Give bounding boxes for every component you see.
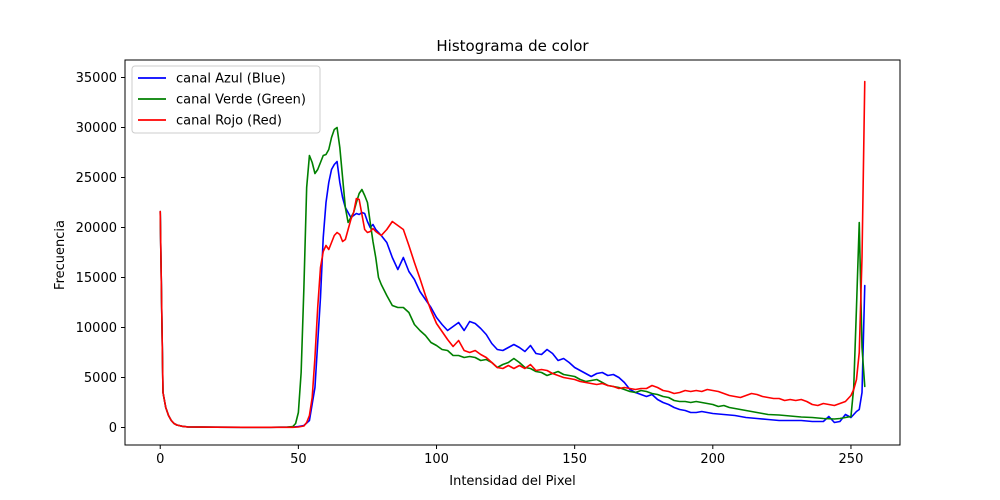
legend-box <box>131 65 321 134</box>
y-tick-label: 25000 <box>76 171 117 186</box>
plot-area: 0 50 100 150 200 250 0 5000 10000 15000 20000 25000… <box>76 59 901 467</box>
y-tick-label: 30000 <box>76 121 117 136</box>
series-line-3 <box>159 80 866 429</box>
x-tick-label: 250 <box>839 452 864 467</box>
legend-label: canal Rojo (Red) <box>176 114 282 129</box>
y-tick-label: 15000 <box>76 271 117 286</box>
series-line-1 <box>159 160 866 429</box>
legend-label: canal Azul (Blue) <box>176 72 286 87</box>
x-tick-label: 0 <box>156 452 164 467</box>
chart-title: Histograma de color <box>436 37 589 55</box>
y-tick-label: 0 <box>109 421 117 436</box>
x-axis-title: Intensidad del Pixel <box>449 474 575 489</box>
legend: canal Azul (Blue) canal Verde (Green) cana… <box>131 65 321 134</box>
x-tick-label: 50 <box>290 452 307 467</box>
y-tick-label: 20000 <box>76 221 117 236</box>
y-axis-title: Frecuencia <box>53 220 68 290</box>
x-tick-label: 150 <box>562 452 587 467</box>
x-tick-label: 200 <box>700 452 725 467</box>
y-tick-label: 10000 <box>76 321 117 336</box>
y-tick-label: 35000 <box>76 71 117 86</box>
x-tick-label: 100 <box>424 452 449 467</box>
axes-frame <box>124 59 901 446</box>
legend-label: canal Verde (Green) <box>176 93 306 108</box>
y-tick-label: 5000 <box>84 371 117 386</box>
series-line-2 <box>159 126 866 429</box>
